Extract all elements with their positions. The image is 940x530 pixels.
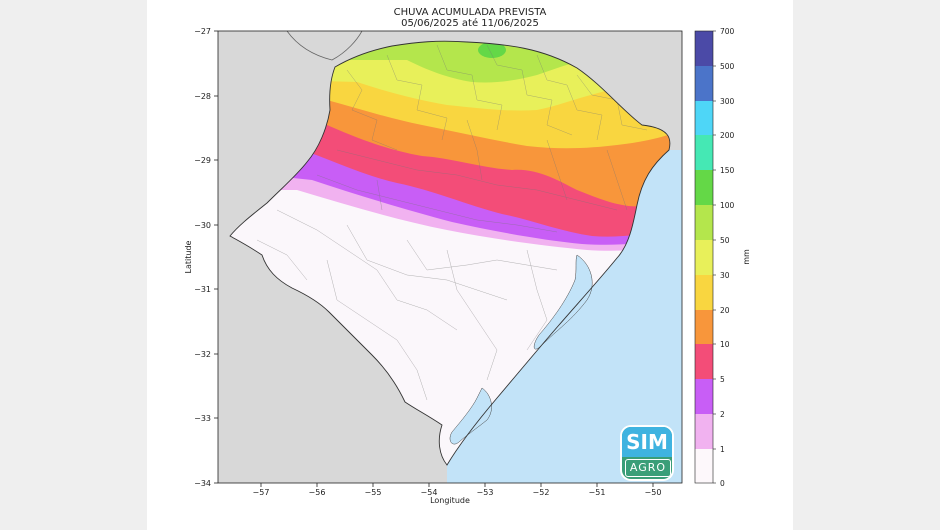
y-tick-labels: −27 −28 −29 −30 −31 −32 −33 −34 <box>194 27 211 488</box>
band-100-150mm <box>478 42 506 58</box>
y-tick: −28 <box>194 92 211 101</box>
x-axis-label: Longitude <box>430 496 470 505</box>
y-tick: −33 <box>194 414 211 423</box>
map-svg: −57 −56 −55 −54 −53 −52 −51 −50 −27 −28 … <box>184 27 751 505</box>
x-tick: −50 <box>645 488 662 497</box>
y-tick: −32 <box>194 350 211 359</box>
colorbar-label: 150 <box>720 166 735 175</box>
y-tick: −27 <box>194 27 211 36</box>
colorbar-label: 1 <box>720 445 725 454</box>
x-tick: −56 <box>309 488 326 497</box>
logo-agro: AGRO <box>625 459 671 477</box>
axis-ticks <box>214 30 654 487</box>
map-subtitle: 05/06/2025 até 11/06/2025 <box>401 18 539 29</box>
colorbar-segment <box>695 66 713 101</box>
lagoons <box>449 254 593 445</box>
colorbar-labels: 0 1 2 5 10 20 30 50 100 150 200 300 500 … <box>720 27 735 488</box>
logo-sim: SIM <box>622 427 672 457</box>
y-tick: −34 <box>194 479 211 488</box>
colorbar-segment <box>695 170 713 205</box>
y-axis-label: Latitude <box>184 240 193 273</box>
y-tick: −29 <box>194 156 211 165</box>
colorbar-segment <box>695 240 713 275</box>
colorbar-label: 500 <box>720 62 735 71</box>
x-tick: −52 <box>533 488 550 497</box>
lagoa-dos-patos <box>533 254 593 350</box>
colorbar-segment <box>695 101 713 135</box>
colorbar-segment <box>695 135 713 170</box>
colorbar-label: 2 <box>720 410 725 419</box>
state-outline <box>229 40 671 466</box>
y-tick: −31 <box>194 285 211 294</box>
colorbar-label: 700 <box>720 27 735 36</box>
y-tick: −30 <box>194 221 211 230</box>
colorbar-segment <box>695 414 713 449</box>
country-border <box>286 31 363 61</box>
colorbar-label: 200 <box>720 131 735 140</box>
x-tick: −55 <box>365 488 382 497</box>
colorbar-segment <box>695 449 713 483</box>
x-tick-labels: −57 −56 −55 −54 −53 −52 −51 −50 <box>253 488 662 497</box>
colorbar-label: 300 <box>720 97 735 106</box>
colorbar-label: 5 <box>720 375 725 384</box>
colorbar-label: 30 <box>720 271 730 280</box>
colorbar-unit: mm <box>742 249 751 265</box>
x-tick: −53 <box>477 488 494 497</box>
colorbar-segment <box>695 344 713 379</box>
simagro-logo: SIM AGRO <box>622 427 672 479</box>
map-figure: CHUVA ACUMULADA PREVISTA 05/06/2025 até … <box>147 0 793 530</box>
colorbar-label: 10 <box>720 340 730 349</box>
colorbar-label: 20 <box>720 306 730 315</box>
colorbar-label: 50 <box>720 236 730 245</box>
map-title: CHUVA ACUMULADA PREVISTA <box>393 7 547 18</box>
neighbor-land <box>218 31 682 483</box>
colorbar-segment <box>695 275 713 310</box>
lagoa-mirim <box>449 387 492 445</box>
x-tick: −51 <box>589 488 606 497</box>
colorbar-segment <box>695 310 713 344</box>
plot-frame <box>217 30 683 484</box>
x-tick: −54 <box>421 488 438 497</box>
colorbar-segment <box>695 31 713 66</box>
colorbar: 0 1 2 5 10 20 30 50 100 150 200 300 500 … <box>694 27 751 488</box>
x-tick: −57 <box>253 488 270 497</box>
colorbar-label: 100 <box>720 201 735 210</box>
colorbar-segment <box>695 379 713 414</box>
colorbar-label: 0 <box>720 479 725 488</box>
colorbar-segment <box>695 205 713 240</box>
